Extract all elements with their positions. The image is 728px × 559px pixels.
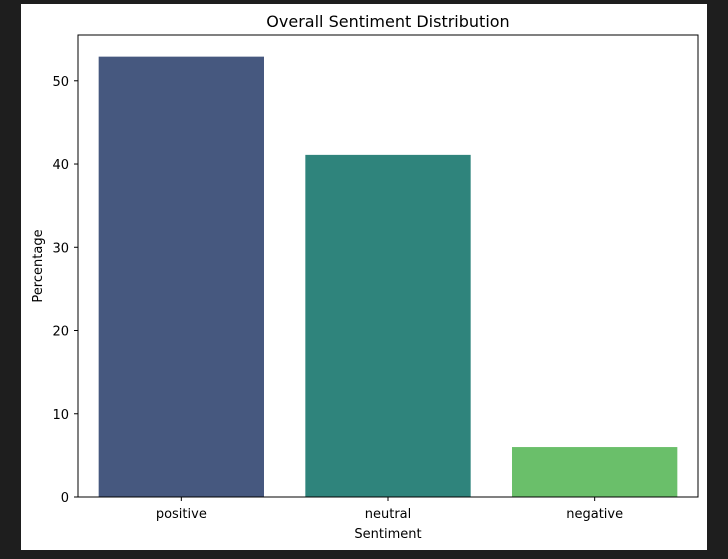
y-tick-label: 40 [52, 158, 69, 173]
y-tick-label: 30 [52, 241, 69, 256]
chart-title: Overall Sentiment Distribution [266, 12, 509, 31]
bar-positive [98, 56, 265, 497]
x-tick-label: neutral [365, 507, 412, 522]
x-tick-label: negative [566, 507, 623, 522]
y-axis-label: Percentage [31, 229, 46, 302]
x-tick-label: positive [156, 507, 207, 522]
x-axis-ticks: positive neutral negative [156, 497, 623, 522]
y-tick-label: 20 [52, 325, 69, 340]
bar-chart: Overall Sentiment Distribution 0 10 20 30 40… [31, 12, 699, 542]
plot-area-frame [77, 34, 699, 498]
y-tick-label: 50 [52, 75, 69, 90]
y-tick-label: 10 [52, 408, 69, 423]
y-axis-ticks: 0 10 20 30 40 50 [52, 75, 78, 506]
x-axis-label: Sentiment [354, 527, 421, 542]
y-tick-label: 0 [61, 491, 69, 506]
bar-neutral [305, 154, 471, 497]
bars-layer [98, 56, 678, 497]
chart-figure: Overall Sentiment Distribution 0 10 20 30 40… [21, 4, 707, 550]
bar-negative [512, 447, 678, 497]
